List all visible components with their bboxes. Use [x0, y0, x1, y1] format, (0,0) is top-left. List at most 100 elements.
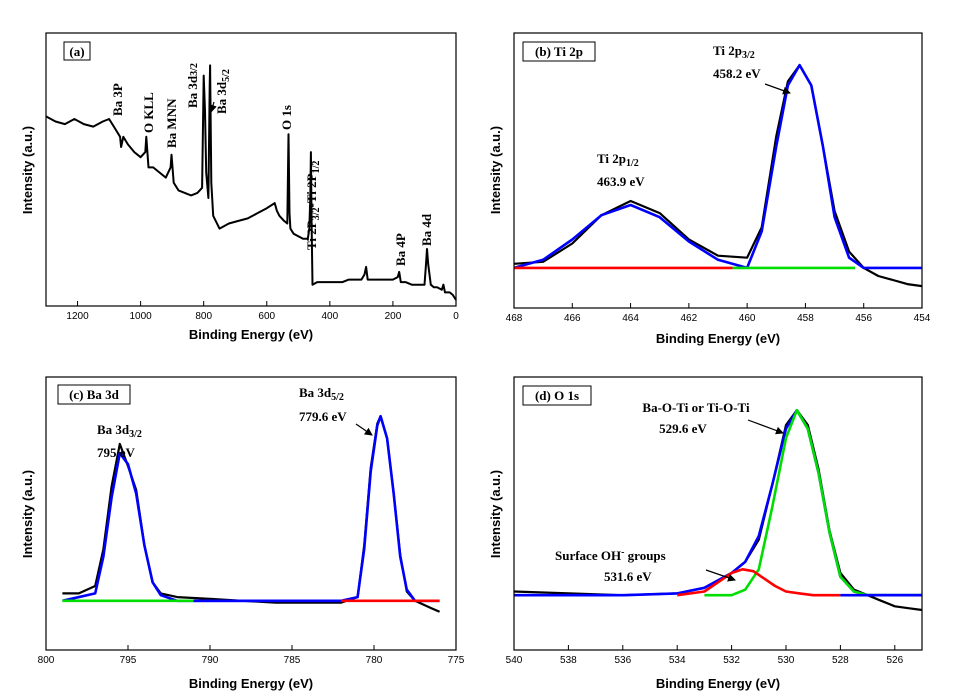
label-surface-oh: Surface OH- groups — [555, 547, 666, 563]
label-surface-oh-sup: - — [621, 547, 624, 558]
arrow-ba-o-ti — [747, 419, 784, 435]
panel-b-tick-label: 456 — [855, 313, 872, 324]
label-ti-2p12-sub: 1/2 — [626, 158, 639, 169]
panel-d-tick-label: 540 — [506, 655, 523, 666]
panel-a-tick-label: 200 — [385, 311, 402, 322]
arrow-surface-oh — [705, 569, 736, 582]
panel-a-series-survey — [45, 64, 457, 301]
panel-b-series-ti-2p1-2-fit — [513, 203, 748, 270]
label-ba-3d52-c-base: Ba 3d — [299, 385, 332, 400]
label-ti-2p-sub2: 1/2 — [311, 161, 322, 174]
panel-a-tick-label: 800 — [195, 311, 212, 322]
label-ti-2p32: Ti 2p3/2 — [713, 43, 755, 61]
panel-d-tick-label: 526 — [886, 655, 903, 666]
label-surface-oh-ev: 531.6 eV — [604, 569, 652, 584]
panel-a-tick-label: 600 — [258, 311, 275, 322]
label-ba-3d32-c-ev: 795 eV — [97, 445, 136, 460]
panel-a-x-ticks: 1200 1000 800 600 400 200 0 — [66, 301, 459, 322]
panel-d: 540 538 536 534 532 530 528 526 (d) O 1s Bindin… — [488, 376, 923, 691]
label-ti-2p-base: Ti 2P — [304, 220, 319, 250]
label-ba-3d52-c-sub: 5/2 — [331, 392, 344, 403]
panel-a-tick-label: 1200 — [66, 311, 89, 322]
panel-d-x-label: Binding Energy (eV) — [656, 676, 780, 691]
label-o-kll: O KLL — [141, 92, 156, 133]
label-surface-oh-tail: groups — [624, 548, 665, 563]
panel-b-tick-label: 468 — [506, 313, 523, 324]
label-ba-3d52-sub: 5/2 — [221, 69, 232, 82]
panel-d-tick-label: 530 — [778, 655, 795, 666]
panel-a-y-label: Intensity (a.u.) — [20, 126, 35, 214]
label-ba-mnn: Ba MNN — [164, 98, 179, 148]
label-ti-2p12-ev: 463.9 eV — [597, 174, 645, 189]
panel-b-plot-area — [513, 63, 923, 288]
panel-a-tick-label: 0 — [453, 311, 459, 322]
arrow-ba-3d52-c — [355, 423, 373, 436]
panel-a-x-label: Binding Energy (eV) — [189, 327, 313, 342]
panel-b-x-ticks: 468 466 464 462 460 458 456 454 — [506, 303, 931, 324]
panel-c-tick-label: 795 — [120, 655, 137, 666]
panel-d-frame — [513, 376, 923, 651]
panel-c-tag-box — [57, 384, 131, 405]
panel-b-tick-label: 458 — [797, 313, 814, 324]
panel-d-tick-label: 536 — [614, 655, 631, 666]
panel-c-tick-label: 790 — [202, 655, 219, 666]
label-ba-3d32-c-sub: 3/2 — [129, 429, 142, 440]
panel-c-plot-area — [62, 414, 441, 613]
label-ti-2p-sub1: 3/2 — [311, 207, 322, 220]
panel-d-tick-label: 538 — [560, 655, 577, 666]
label-ti-2p-mid: -Ti 2P — [304, 173, 319, 207]
panel-a: 1200 1000 800 600 400 200 0 (a) Binding Energy… — [20, 32, 459, 342]
panel-b-tick-label: 454 — [914, 313, 931, 324]
label-ba-3d32-c-base: Ba 3d — [97, 422, 130, 437]
panel-b-tick-label: 462 — [681, 313, 698, 324]
panel-d-series-surface-oh-groups — [677, 567, 841, 597]
label-ti-2p12-base: Ti 2p — [597, 151, 626, 166]
panel-a-tick-label: 1000 — [129, 311, 152, 322]
panel-c-x-ticks: 800 795 790 785 780 775 — [38, 645, 465, 666]
label-surface-oh-base: Surface OH — [555, 548, 621, 563]
label-ba-4d: Ba 4d — [419, 213, 434, 246]
panel-c-tick-label: 785 — [284, 655, 301, 666]
label-ba-3d32-c: Ba 3d3/2 — [97, 422, 142, 440]
panel-a-frame — [45, 32, 457, 307]
panel-d-tag-box — [522, 385, 592, 406]
label-ba-3p: Ba 3P — [110, 83, 125, 116]
panel-d-series-envelope — [514, 408, 922, 597]
panel-b-tick-label: 464 — [622, 313, 639, 324]
panel-b-y-label: Intensity (a.u.) — [488, 126, 503, 214]
label-ti-2p32-base: Ti 2p — [713, 43, 742, 58]
arrow-ba-3d52 — [209, 101, 217, 113]
panel-a-tick-label: 400 — [322, 311, 339, 322]
panel-c-x-label: Binding Energy (eV) — [189, 676, 313, 691]
panel-d-tick-label: 534 — [669, 655, 686, 666]
label-ba-4p: Ba 4P — [393, 233, 408, 266]
arrow-ti-2p32 — [764, 83, 791, 95]
panel-b-frame — [513, 32, 923, 309]
panel-d-x-ticks: 540 538 536 534 532 530 528 526 — [506, 645, 904, 666]
panel-d-series-ba-o-ti-ti-o-ti — [704, 408, 922, 597]
label-ba-3d32: Ba 3d3/2 — [185, 63, 200, 108]
panel-d-tick-label: 532 — [723, 655, 740, 666]
label-ba-3d52-base: Ba 3d — [214, 81, 229, 114]
panel-c-tag: (c) Ba 3d — [69, 387, 120, 402]
panel-b-x-label: Binding Energy (eV) — [656, 331, 780, 346]
panel-b-series-raw-data — [513, 63, 923, 288]
panel-a-plot-area — [45, 64, 457, 301]
panel-a-tag: (a) — [69, 44, 84, 59]
panel-b-tick-label: 460 — [739, 313, 756, 324]
panel-b-series-ti-2p3-2-fit — [745, 63, 922, 270]
panel-d-tag: (d) O 1s — [535, 388, 579, 403]
panel-c-y-label: Intensity (a.u.) — [20, 470, 35, 558]
panel-b-tag: (b) Ti 2p — [535, 44, 583, 59]
panel-c-frame — [45, 376, 457, 651]
panel-d-y-label: Intensity (a.u.) — [488, 470, 503, 558]
panel-a-tag-box — [63, 41, 91, 61]
panel-c: 800 795 790 785 780 775 (c) Ba 3d Binding Ene… — [20, 376, 465, 691]
label-ba-3d32-sub: 3/2 — [189, 63, 200, 76]
label-ti-2p: Ti 2P3/2-Ti 2P1/2 — [304, 161, 322, 250]
label-ba-3d32-base: Ba 3d — [185, 75, 200, 108]
label-ti-2p12: Ti 2p1/2 — [597, 151, 639, 169]
panel-b: 468 466 464 462 460 458 456 454 (b) Ti 2p Bindi… — [488, 32, 931, 346]
panel-b-tag-box — [522, 41, 596, 62]
